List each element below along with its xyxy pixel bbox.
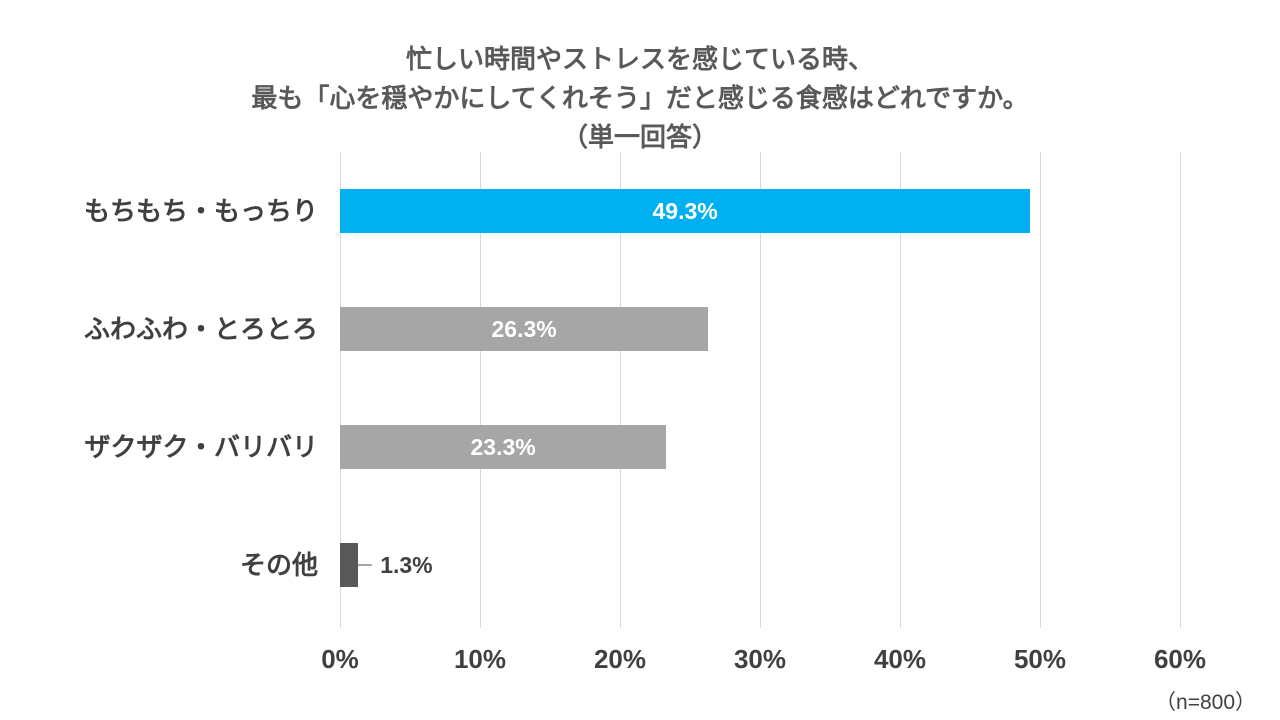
category-label: もちもち・もっちり: [83, 196, 318, 226]
leader-line: [358, 564, 373, 566]
bar-value-label: 49.3%: [652, 198, 718, 224]
x-axis-tick: 40%: [873, 644, 927, 674]
category-label: ザクザク・バリバリ: [84, 432, 318, 462]
bar-row: 49.3%: [340, 189, 1180, 233]
gridline: [340, 152, 341, 628]
x-axis: 0% 10% 20% 30% 40% 50% 60%: [321, 644, 1206, 676]
x-axis-tick: 30%: [733, 644, 787, 674]
chart-title-line-2: 最も「心を穏やかにしてくれそう」だと感じる食感はどれですか。: [251, 83, 1029, 113]
gridline: [619, 152, 621, 628]
bar: 23.3%: [340, 425, 667, 469]
gridline: [480, 152, 481, 628]
bar-value-label: 23.3%: [470, 434, 536, 460]
gridline: [1039, 152, 1041, 628]
x-axis-tick: 20%: [593, 644, 647, 674]
x-axis-tick: 50%: [1013, 644, 1067, 674]
chart-title-line-3: （単一回答）: [561, 122, 718, 152]
category-label: その他: [239, 550, 318, 580]
bar-row: 26.3%: [340, 307, 1180, 351]
gridline: [1180, 152, 1181, 628]
x-axis-tick: 0%: [321, 644, 359, 674]
chart-title: 忙しい時間やストレスを感じている時、 最も「心を穏やかにしてくれそう」だと感じる…: [0, 40, 1280, 157]
chart-title-line-1: 忙しい時間やストレスを感じている時、: [405, 44, 874, 74]
x-axis-tick: 10%: [453, 644, 507, 674]
bar-row: 1.3%: [340, 543, 1180, 587]
gridline: [760, 152, 761, 628]
bar-value-label: 1.3%: [380, 552, 433, 578]
bar: 26.3%: [340, 307, 709, 351]
category-label: ふわふわ・とろとろ: [83, 314, 318, 344]
bar: 49.3%: [340, 189, 1031, 233]
gridline: [900, 152, 901, 628]
plot-area: 49.3% 26.3% 23.3% 1.3%: [340, 152, 1181, 628]
sample-size-note: （n=800）: [1155, 691, 1256, 714]
bar-value-label: 26.3%: [491, 316, 557, 342]
bar-row: 23.3%: [340, 425, 1180, 469]
x-axis-tick: 60%: [1153, 644, 1207, 674]
bar: 1.3%: [340, 543, 433, 587]
